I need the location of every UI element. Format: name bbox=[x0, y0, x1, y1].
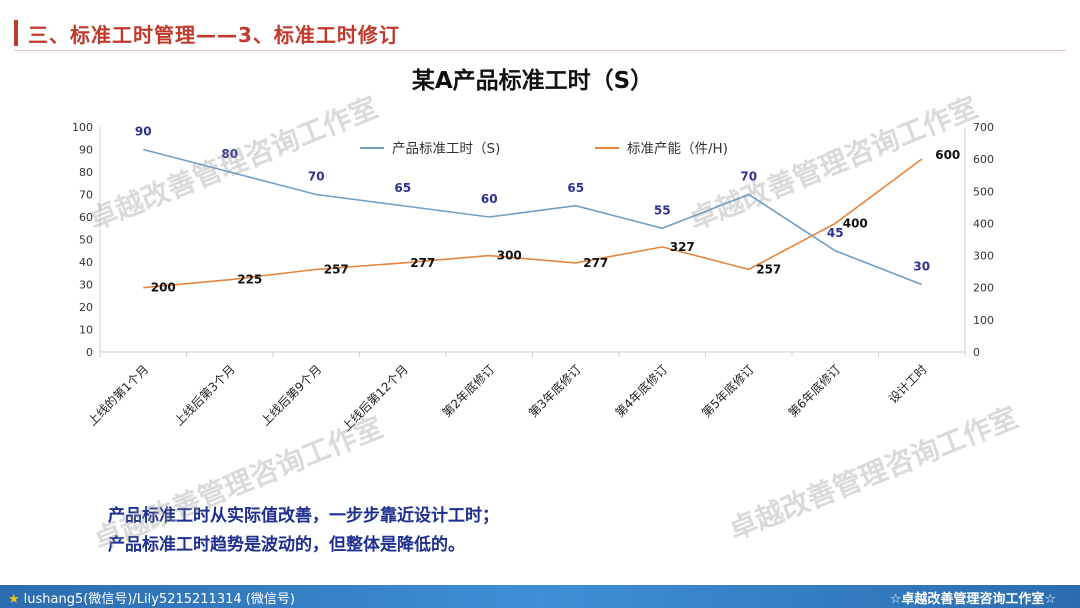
left-tick-label: 100 bbox=[72, 121, 93, 134]
slide-header: 三、标准工时管理——3、标准工时修订 bbox=[14, 18, 400, 48]
data-label-std-time: 80 bbox=[221, 147, 238, 161]
x-tick-label: 上线后第3个月 bbox=[172, 362, 238, 428]
conclusion-line-2: 产品标准工时趋势是波动的，但整体是降低的。 bbox=[108, 535, 465, 555]
data-label-capacity: 225 bbox=[237, 273, 262, 287]
x-tick-label: 第2年底修订 bbox=[439, 362, 497, 420]
data-label-capacity: 400 bbox=[843, 216, 868, 230]
data-label-capacity: 300 bbox=[497, 249, 522, 263]
series-line-std-time bbox=[143, 148, 923, 286]
slide-title: 三、标准工时管理——3、标准工时修订 bbox=[28, 22, 400, 47]
data-label-capacity: 277 bbox=[583, 256, 608, 270]
left-tick-label: 40 bbox=[79, 256, 93, 269]
data-label-std-time: 60 bbox=[481, 192, 498, 206]
data-label-std-time: 65 bbox=[394, 181, 411, 195]
x-tick-label: 第3年底修订 bbox=[525, 362, 583, 420]
right-tick-label: 400 bbox=[973, 217, 994, 230]
footer-contact: ★ lushang5(微信号)/Lily5215211314 (微信号) bbox=[8, 588, 295, 607]
data-label-std-time: 70 bbox=[740, 170, 757, 184]
x-tick-label: 设计工时 bbox=[886, 362, 930, 406]
right-tick-label: 0 bbox=[973, 346, 980, 359]
footer-bar: ★ lushang5(微信号)/Lily5215211314 (微信号) ☆卓越改… bbox=[0, 585, 1080, 608]
data-label-std-time: 70 bbox=[308, 170, 325, 184]
data-label-capacity: 257 bbox=[756, 262, 781, 276]
right-tick-label: 700 bbox=[973, 121, 994, 134]
data-label-capacity: 200 bbox=[151, 281, 176, 295]
x-tick-label: 上线后第12个月 bbox=[339, 362, 411, 434]
x-tick-label: 第6年底修订 bbox=[785, 362, 843, 420]
conclusion-text: 产品标准工时从实际值改善，一步步靠近设计工时； 产品标准工时趋势是波动的，但整体… bbox=[108, 502, 499, 560]
left-tick-label: 50 bbox=[79, 234, 93, 247]
star-icon: ★ bbox=[8, 592, 20, 607]
data-label-std-time: 55 bbox=[654, 203, 671, 217]
right-tick-label: 200 bbox=[973, 282, 994, 295]
data-label-std-time: 65 bbox=[567, 181, 584, 195]
data-label-capacity: 600 bbox=[935, 148, 960, 162]
header-accent-bar bbox=[14, 20, 18, 46]
data-label-std-time: 30 bbox=[913, 260, 930, 274]
data-label-capacity: 327 bbox=[670, 240, 695, 254]
chart-title: 某A产品标准工时（S） bbox=[412, 67, 653, 94]
x-tick-label: 第4年底修订 bbox=[612, 362, 670, 420]
header-divider bbox=[14, 50, 1066, 51]
right-tick-label: 300 bbox=[973, 250, 994, 263]
x-tick-label: 上线的第1个月 bbox=[84, 362, 151, 429]
conclusion-line-1: 产品标准工时从实际值改善，一步步靠近设计工时； bbox=[108, 506, 499, 526]
data-label-capacity: 257 bbox=[324, 262, 349, 276]
data-label-std-time: 90 bbox=[135, 125, 152, 139]
left-tick-label: 90 bbox=[79, 144, 93, 157]
right-tick-label: 100 bbox=[973, 314, 994, 327]
left-tick-label: 80 bbox=[79, 166, 93, 179]
left-tick-label: 30 bbox=[79, 279, 93, 292]
left-tick-label: 60 bbox=[79, 211, 93, 224]
data-label-std-time: 45 bbox=[827, 226, 844, 240]
legend-label-std-time: 产品标准工时（S) bbox=[392, 141, 500, 157]
series-line-capacity bbox=[143, 158, 923, 289]
left-tick-label: 70 bbox=[79, 189, 93, 202]
right-tick-label: 600 bbox=[973, 153, 994, 166]
x-tick-label: 第5年底修订 bbox=[698, 362, 756, 420]
left-tick-label: 20 bbox=[79, 301, 93, 314]
legend-label-capacity: 标准产能（件/H) bbox=[627, 141, 728, 157]
left-tick-label: 0 bbox=[86, 346, 93, 359]
x-tick-label: 上线后第9个月 bbox=[258, 362, 324, 428]
right-tick-label: 500 bbox=[973, 185, 994, 198]
footer-brand: ☆卓越改善管理咨询工作室☆ bbox=[889, 592, 1056, 607]
left-tick-label: 10 bbox=[79, 324, 93, 337]
footer-left-text: lushang5(微信号)/Lily5215211314 (微信号) bbox=[23, 592, 295, 607]
data-label-capacity: 277 bbox=[410, 256, 435, 270]
